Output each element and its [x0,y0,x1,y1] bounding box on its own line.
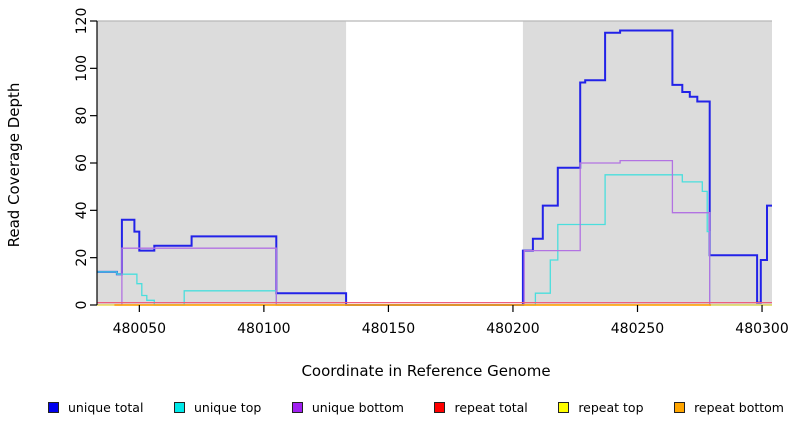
legend-swatch-unique-bottom [291,402,303,413]
legend-label: unique bottom [311,400,404,415]
legend-swatch-repeat-top [558,402,570,413]
shaded-region-0 [97,21,347,305]
legend-swatch-unique-top [173,402,185,413]
legend-swatch-unique-total [48,402,59,413]
y-tick-label-0: 0 [74,301,90,310]
x-tick-label-480050: 480050 [113,321,166,337]
legend-label: unique top [193,400,262,415]
legend-label: repeat top [578,400,644,415]
y-axis-title: Read Coverage Depth [5,82,23,248]
y-tick-label-60: 60 [74,154,90,172]
x-tick-label-480150: 480150 [362,321,415,337]
legend-label: repeat total [454,400,528,415]
legend-item-repeat-bottom: repeat bottom [674,400,784,415]
legend-swatch-repeat-total [434,402,446,413]
x-tick-label-480250: 480250 [611,321,664,337]
y-tick-label-20: 20 [74,249,90,267]
legend: unique total unique top unique bottom repea… [48,400,784,415]
legend-item-repeat-total: repeat total [434,400,528,415]
y-tick-label-80: 80 [74,107,90,125]
legend-swatch-repeat-bottom [674,402,686,413]
y-tick-label-100: 100 [74,55,90,82]
legend-label: repeat bottom [694,400,784,415]
x-tick-label-480200: 480200 [486,321,539,337]
y-tick-label-120: 120 [74,8,90,35]
legend-item-repeat-top: repeat top [558,400,644,415]
legend-item-unique-total: unique total [48,400,143,415]
legend-item-unique-top: unique top [173,400,262,415]
legend-item-unique-bottom: unique bottom [291,400,404,415]
coverage-step-line-unique-total [97,29,772,306]
x-tick-label-480300: 480300 [735,321,788,337]
coverage-step-line-unique-top [97,174,772,306]
shaded-region-1 [522,21,772,305]
x-axis-title: Coordinate in Reference Genome [301,362,551,380]
legend-label: unique total [68,400,144,415]
coverage-step-line-unique-bottom [97,159,772,306]
x-tick-label-480100: 480100 [237,321,290,337]
y-tick-label-40: 40 [74,201,90,219]
